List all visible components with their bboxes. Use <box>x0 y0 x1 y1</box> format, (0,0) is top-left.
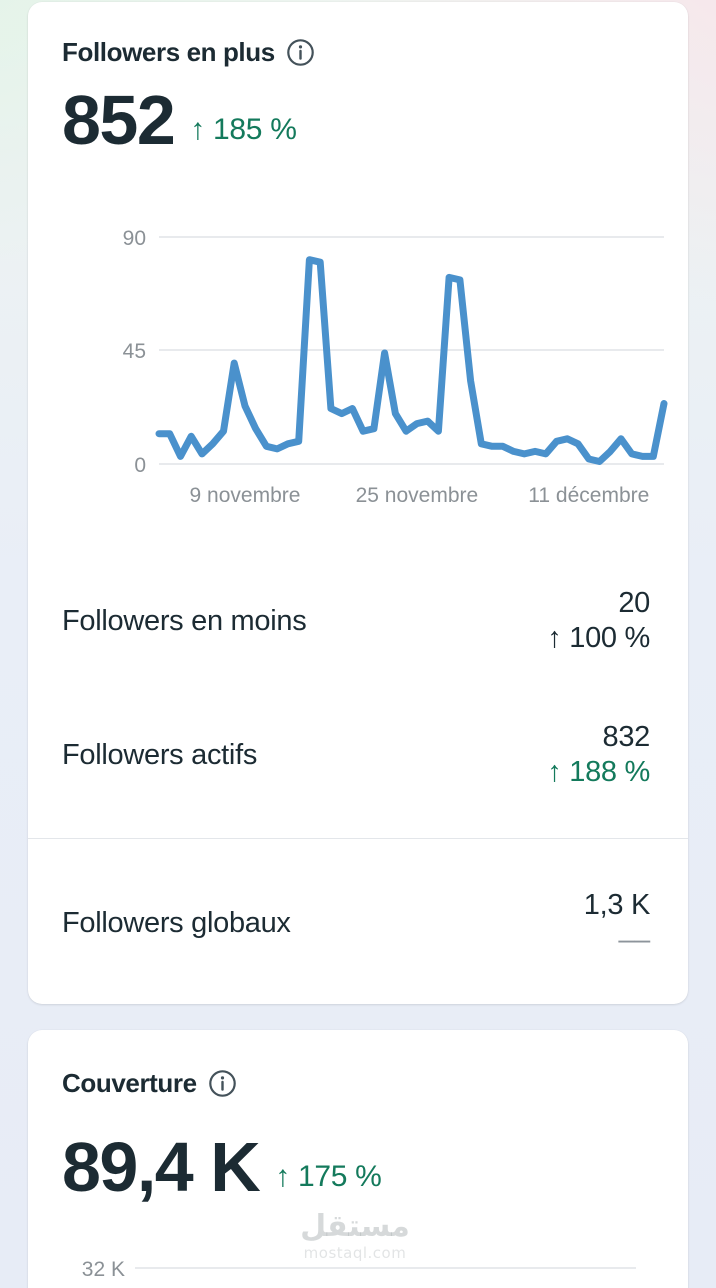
y-tick-90: 90 <box>123 227 146 250</box>
row-label: Followers actifs <box>62 738 258 771</box>
y-tick-45: 45 <box>123 340 146 363</box>
followers-line-chart[interactable]: 90 45 0 9 novembre 25 novembre 11 décemb… <box>28 212 688 512</box>
reach-card: Couverture 89,4 K ↑ 175 % 32 K <box>28 1030 688 1288</box>
metric-row-followers-actifs: Followers actifs 832 ↑ 188 % <box>62 720 650 790</box>
reach-headline: 89,4 K ↑ 175 % <box>62 1128 382 1206</box>
card-title-reach: Couverture <box>62 1068 197 1098</box>
metric-row-followers-en-moins: Followers en moins 20 ↑ 100 % <box>62 586 650 656</box>
info-icon[interactable] <box>208 1069 237 1098</box>
row-value: 832 <box>602 721 651 753</box>
row-delta: ↑ 100 % <box>547 622 650 654</box>
metric-value-reach: 89,4 K <box>62 1128 261 1206</box>
card-divider <box>28 838 688 839</box>
row-label: Followers en moins <box>62 604 307 637</box>
followers-headline: 852 ↑ 185 % <box>62 81 297 159</box>
metric-row-followers-globaux: Followers globaux 1,3 K –– <box>62 888 650 958</box>
card-title-followers: Followers en plus <box>62 37 275 67</box>
info-icon[interactable] <box>286 38 315 67</box>
reach-card-header: Couverture <box>62 1067 237 1099</box>
row-delta: –– <box>618 924 650 956</box>
followers-card: Followers en plus 852 ↑ 185 % 90 45 0 9 … <box>28 2 688 1004</box>
x-tick-2: 25 novembre <box>356 484 479 507</box>
row-value: 1,3 K <box>583 889 651 921</box>
row-delta: ↑ 188 % <box>547 756 650 788</box>
y-tick-0: 0 <box>134 454 146 477</box>
y-tick-32k: 32 K <box>82 1258 125 1281</box>
row-value: 20 <box>618 587 650 619</box>
followers-card-header: Followers en plus <box>62 36 315 68</box>
x-tick-3: 11 décembre <box>528 484 649 507</box>
metric-delta-reach: ↑ 175 % <box>275 1160 382 1193</box>
reach-line-chart[interactable]: 32 K <box>28 1250 688 1288</box>
followers-series-line <box>155 256 668 465</box>
x-tick-1: 9 novembre <box>190 484 301 507</box>
metric-delta-followers: ↑ 185 % <box>190 113 297 146</box>
metric-value-followers: 852 <box>62 81 176 159</box>
row-label: Followers globaux <box>62 906 291 939</box>
